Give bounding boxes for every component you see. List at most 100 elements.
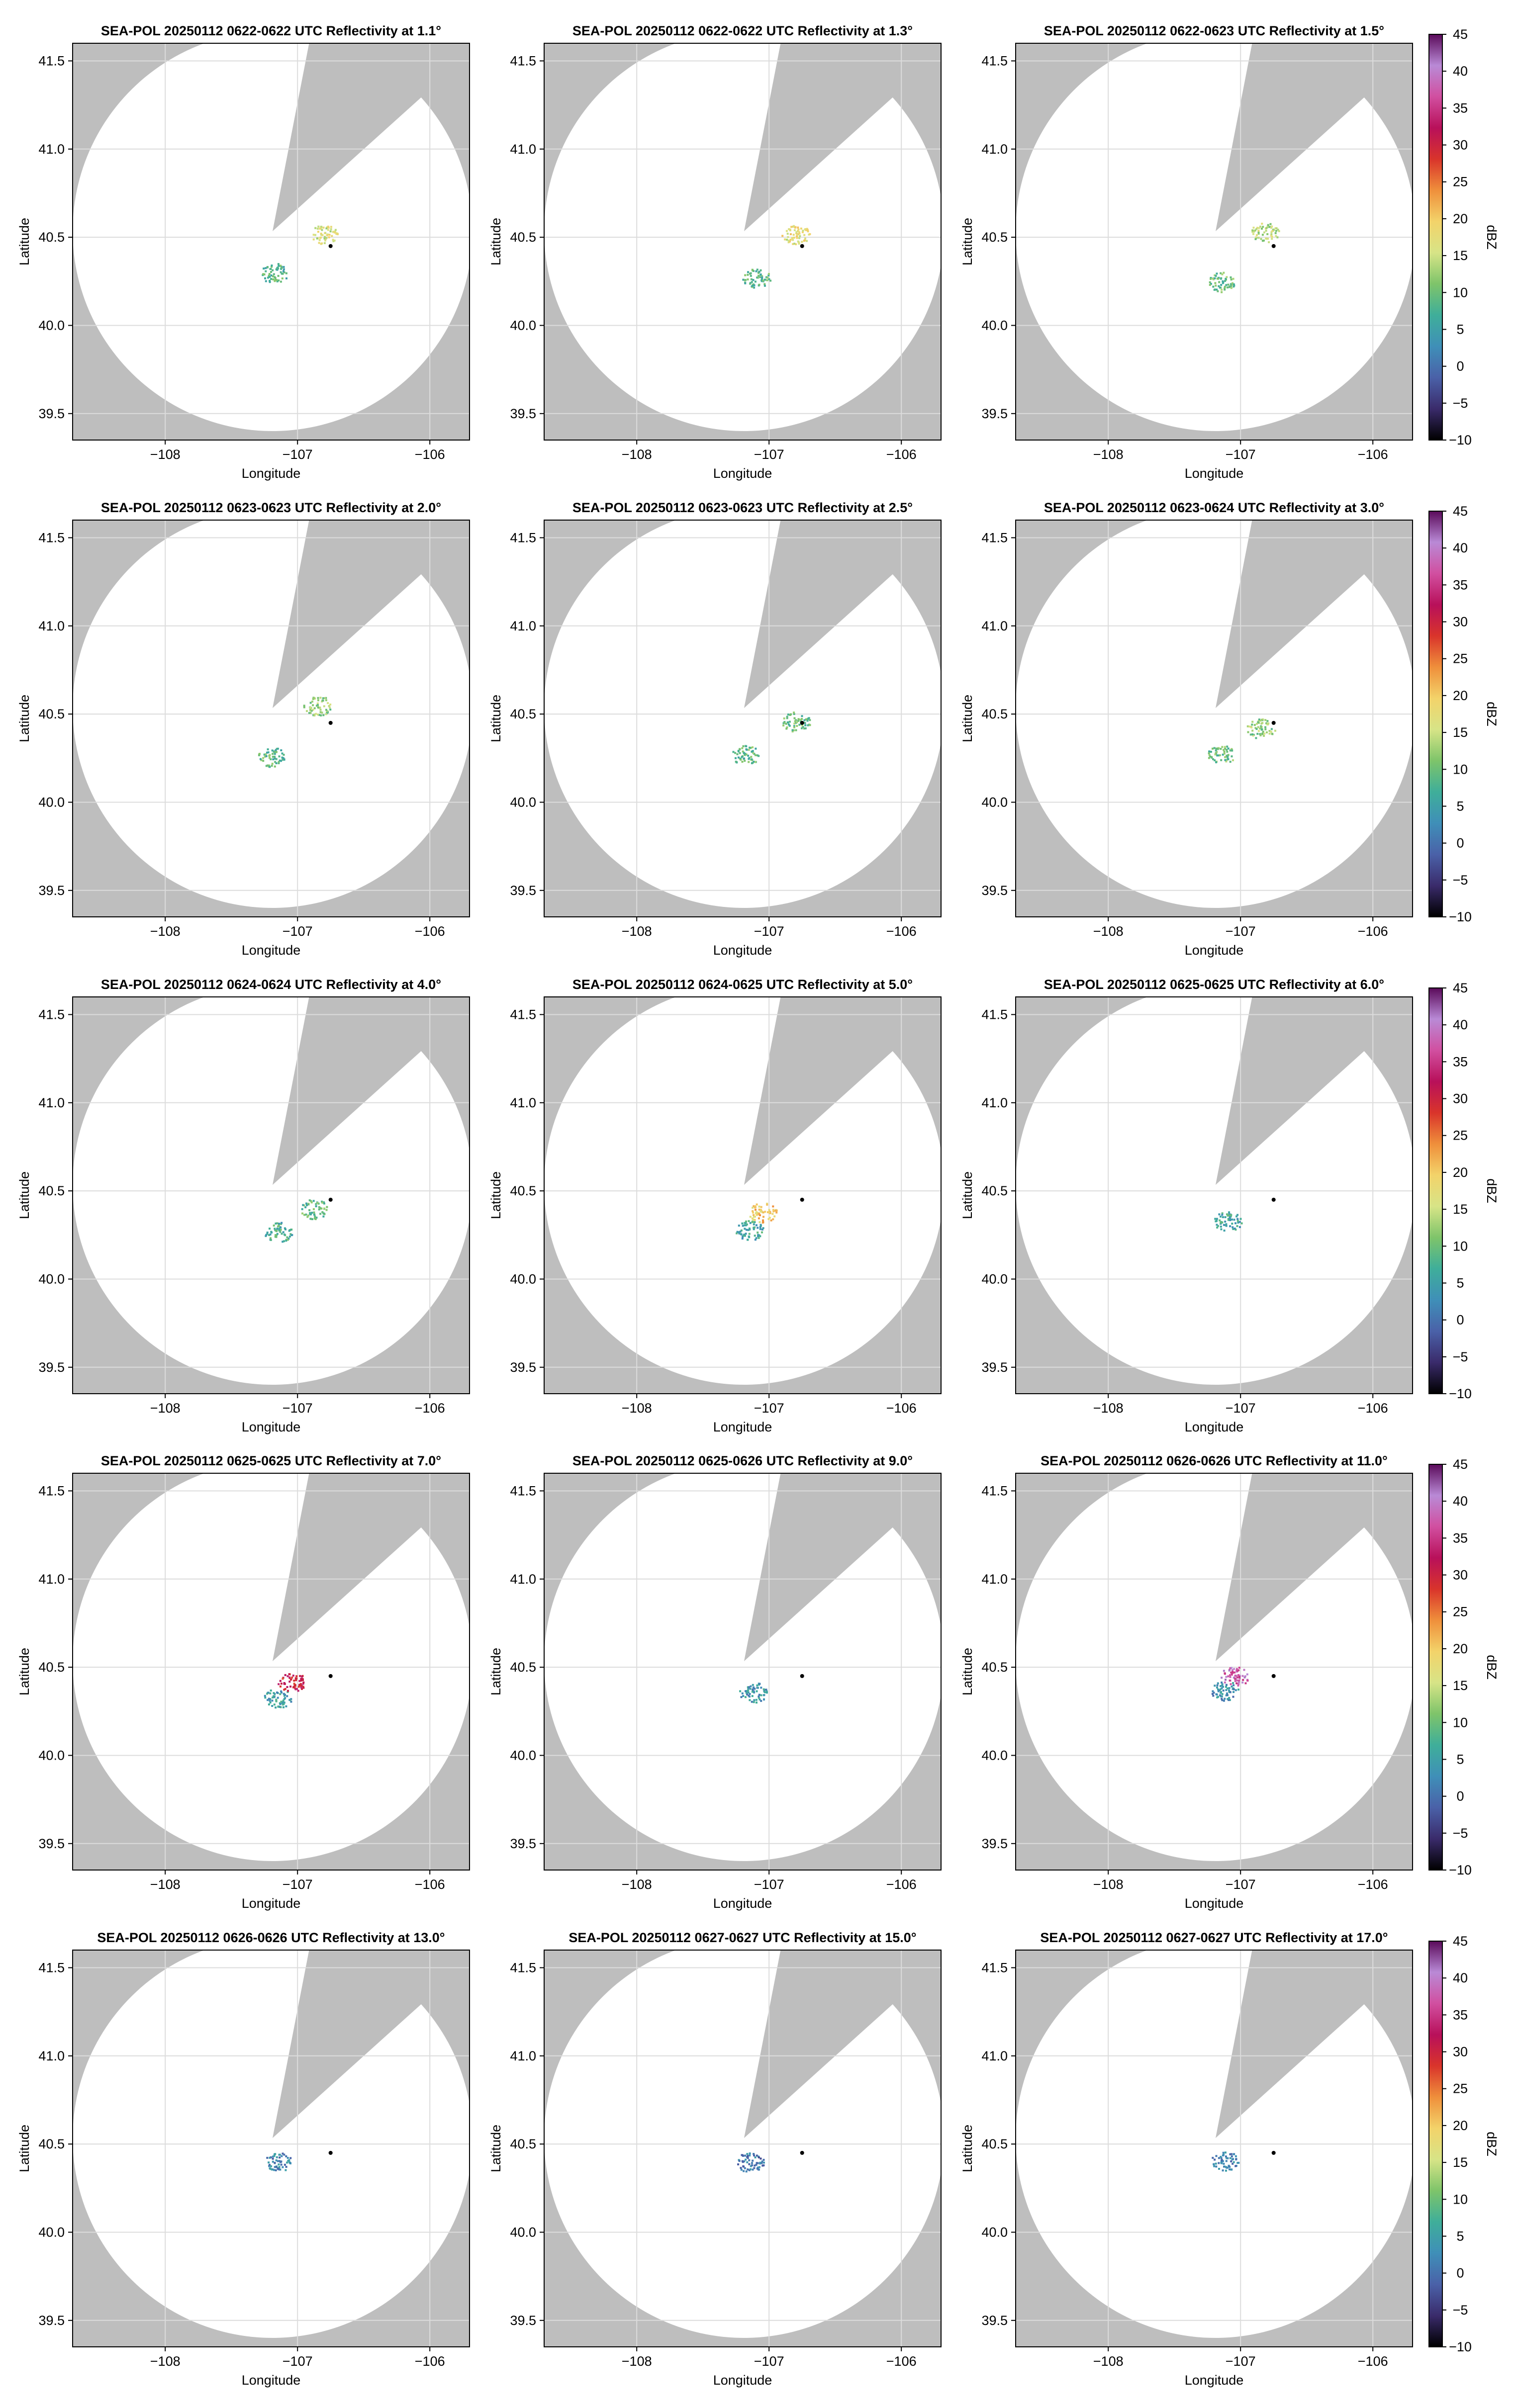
reflectivity-echo-pixel [269, 1701, 272, 1704]
reflectivity-echo-pixel [1252, 734, 1254, 737]
reflectivity-echo-pixel [759, 1226, 761, 1228]
reflectivity-echo-pixel [1212, 747, 1214, 750]
y-axis-label: Latitude [17, 1171, 32, 1219]
reflectivity-echo-pixel [1223, 1699, 1225, 1702]
reflectivity-echo-pixel [270, 274, 273, 276]
reflectivity-echo-pixel [793, 243, 796, 245]
radar-panel: −108 −107 −106 39.5 40.0 40.5 41.0 41.5 SEA-POL … [488, 977, 942, 1434]
reflectivity-echo-pixel [1226, 1692, 1228, 1695]
reflectivity-echo-pixel [1221, 1685, 1224, 1687]
reflectivity-echo-pixel [747, 1687, 750, 1690]
reflectivity-echo-pixel [1225, 1686, 1227, 1688]
reflectivity-echo-pixel [1257, 230, 1260, 232]
reflectivity-echo-pixel [760, 1209, 762, 1211]
reflectivity-echo-pixel [268, 1703, 270, 1705]
reflectivity-echo-pixel [1225, 1679, 1227, 1681]
reflectivity-echo-pixel [274, 756, 276, 758]
reflectivity-echo-pixel [1225, 1225, 1228, 1227]
reflectivity-echo-pixel [791, 237, 793, 239]
reflectivity-echo-pixel [281, 1702, 284, 1704]
reflectivity-echo-pixel [283, 1701, 285, 1704]
x-axis-label: Longitude [713, 1896, 772, 1911]
reflectivity-echo-pixel [313, 1213, 315, 1216]
colorbar-tick-label: 15 [1453, 2155, 1468, 2170]
radar-panel: −108 −107 −106 39.5 40.0 40.5 41.0 41.5 SEA-POL … [17, 1930, 470, 2388]
reflectivity-echo-pixel [1225, 277, 1227, 280]
reflectivity-echo-pixel [281, 1692, 283, 1694]
reflectivity-echo-pixel [1223, 2165, 1225, 2168]
x-tick-label: −106 [415, 2354, 445, 2369]
reflectivity-echo-pixel [767, 1218, 770, 1220]
panel-title: SEA-POL 20250112 0622-0623 UTC Reflectiv… [1044, 23, 1384, 38]
reflectivity-echo-pixel [1232, 1226, 1234, 1229]
reflectivity-echo-pixel [748, 1236, 751, 1239]
reflectivity-echo-pixel [296, 1688, 298, 1690]
reflectivity-echo-pixel [295, 1675, 298, 1678]
x-axis-label: Longitude [1185, 1896, 1244, 1911]
reflectivity-echo-pixel [758, 1696, 760, 1699]
reflectivity-echo-pixel [1232, 1695, 1234, 1698]
reflectivity-echo-pixel [1232, 2161, 1235, 2163]
reflectivity-echo-pixel [1231, 2155, 1233, 2157]
colorbar-tick-label: 35 [1453, 577, 1468, 592]
reflectivity-echo-pixel [309, 1213, 312, 1216]
reflectivity-echo-pixel [282, 1241, 284, 1243]
radar-panel: −108 −107 −106 39.5 40.0 40.5 41.0 41.5 SEA-POL … [488, 1453, 942, 1911]
reflectivity-echo-pixel [263, 753, 266, 756]
reflectivity-echo-pixel [732, 751, 735, 753]
reflectivity-echo-pixel [767, 274, 770, 276]
reflectivity-echo-pixel [796, 235, 798, 238]
y-axis-label: Latitude [960, 2125, 975, 2172]
x-tick-label: −107 [1226, 1401, 1256, 1416]
reflectivity-echo-pixel [758, 1695, 760, 1697]
reflectivity-echo-pixel [1260, 726, 1263, 728]
x-tick-label: −107 [754, 2354, 784, 2369]
reflectivity-echo-pixel [1268, 730, 1271, 732]
x-tick-label: −106 [415, 1401, 445, 1416]
reflectivity-echo-pixel [1212, 285, 1215, 288]
reflectivity-echo-pixel [1218, 2162, 1220, 2164]
colorbar-tick-label: 5 [1456, 1275, 1464, 1290]
reflectivity-echo-pixel [1226, 1694, 1229, 1696]
reflectivity-echo-pixel [1230, 278, 1232, 281]
reflectivity-echo-pixel [766, 279, 768, 281]
y-tick-label: 41.5 [510, 1960, 536, 1975]
reflectivity-echo-pixel [280, 1223, 283, 1225]
reflectivity-echo-pixel [286, 1675, 289, 1678]
colorbar-tick-label: 5 [1456, 322, 1464, 337]
reflectivity-echo-pixel [741, 747, 744, 749]
reflectivity-echo-pixel [793, 712, 795, 714]
reflectivity-echo-pixel [787, 241, 790, 244]
reflectivity-echo-pixel [282, 1678, 284, 1680]
reflectivity-echo-pixel [772, 1210, 775, 1213]
reflectivity-echo-pixel [739, 752, 741, 754]
reflectivity-echo-pixel [258, 753, 261, 756]
reflectivity-echo-pixel [271, 765, 273, 767]
reflectivity-echo-pixel [744, 1235, 746, 1237]
reflectivity-echo-pixel [1263, 732, 1266, 735]
reflectivity-echo-pixel [279, 759, 281, 762]
y-tick-label: 39.5 [38, 1836, 65, 1851]
reflectivity-echo-pixel [1254, 229, 1256, 232]
y-tick-label: 40.5 [981, 1660, 1008, 1675]
x-tick-label: −108 [150, 2354, 181, 2369]
reflectivity-echo-pixel [1219, 1688, 1222, 1691]
y-tick-label: 41.5 [981, 53, 1008, 68]
reflectivity-echo-pixel [789, 239, 792, 241]
reflectivity-echo-pixel [744, 274, 747, 276]
reflectivity-echo-pixel [275, 751, 278, 753]
reflectivity-echo-pixel [324, 236, 326, 238]
reflectivity-echo-pixel [757, 1687, 759, 1689]
reflectivity-echo-pixel [1263, 735, 1265, 737]
reflectivity-echo-pixel [1265, 230, 1267, 232]
radar-location-marker [328, 720, 333, 725]
reflectivity-echo-pixel [1217, 1225, 1220, 1227]
reflectivity-echo-pixel [798, 237, 801, 239]
radar-location-marker [800, 244, 804, 248]
reflectivity-echo-pixel [319, 237, 321, 239]
reflectivity-echo-pixel [301, 1212, 303, 1215]
reflectivity-echo-pixel [269, 1237, 272, 1240]
reflectivity-echo-pixel [285, 2166, 287, 2168]
reflectivity-echo-pixel [276, 268, 279, 271]
colorbar-tick-label: 15 [1453, 725, 1468, 740]
